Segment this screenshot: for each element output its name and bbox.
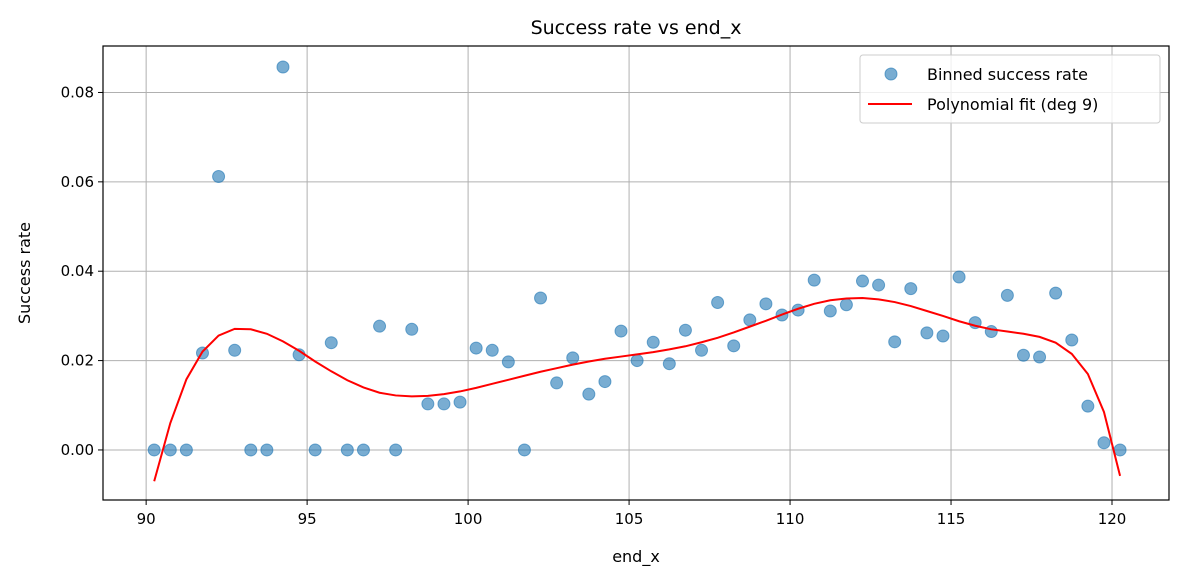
- scatter-point: [389, 443, 403, 457]
- x-tick-label: 90: [137, 510, 156, 528]
- x-tick-label: 115: [937, 510, 966, 528]
- legend-marker-binned: [884, 67, 898, 81]
- x-tick-label: 95: [298, 510, 317, 528]
- scatter-point: [695, 343, 709, 357]
- axes-frame: [102, 45, 1170, 501]
- scatter-point: [598, 375, 612, 389]
- x-tick-label: 110: [776, 510, 805, 528]
- scatter-point: [147, 443, 161, 457]
- scatter-point: [517, 443, 531, 457]
- scatter-point: [1033, 350, 1047, 364]
- x-axis: 90 95 100 105 110 115 120: [137, 500, 1127, 528]
- scatter-point: [244, 443, 258, 457]
- scatter-point: [614, 324, 628, 338]
- scatter-point: [920, 326, 934, 340]
- scatter-point: [711, 295, 725, 309]
- scatter-point: [1000, 288, 1014, 302]
- y-tick-label: 0.02: [61, 352, 94, 370]
- scatter-point: [501, 355, 515, 369]
- plot-area: [147, 60, 1127, 482]
- scatter-point: [566, 351, 580, 365]
- scatter-point: [340, 443, 354, 457]
- scatter-point: [469, 341, 483, 355]
- scatter-point: [646, 335, 660, 349]
- legend-label-fit: Polynomial fit (deg 9): [927, 95, 1098, 114]
- scatter-point: [534, 291, 548, 305]
- legend-label-binned: Binned success rate: [927, 65, 1088, 84]
- fit-line: [153, 297, 1122, 482]
- scatter-point: [662, 357, 676, 371]
- x-axis-label: end_x: [612, 547, 660, 567]
- y-tick-label: 0.04: [61, 262, 94, 280]
- scatter-point: [437, 397, 451, 411]
- y-axis-label: Success rate: [15, 222, 34, 324]
- scatter-point: [1113, 443, 1127, 457]
- scatter-point: [1016, 348, 1030, 362]
- scatter-point: [952, 270, 966, 284]
- scatter-point: [260, 443, 274, 457]
- scatter-point: [984, 325, 998, 339]
- scatter-point: [727, 339, 741, 353]
- y-tick-label: 0.00: [61, 441, 94, 459]
- scatter-point: [582, 387, 596, 401]
- x-tick-label: 120: [1098, 510, 1127, 528]
- y-tick-label: 0.06: [61, 173, 94, 191]
- scatter-point: [453, 395, 467, 409]
- scatter-point: [888, 335, 902, 349]
- scatter-point: [421, 397, 435, 411]
- scatter-point: [228, 343, 242, 357]
- scatter-point: [405, 322, 419, 336]
- scatter-point: [1049, 286, 1063, 300]
- scatter-point: [678, 323, 692, 337]
- scatter-point: [872, 278, 886, 292]
- y-tick-label: 0.08: [61, 83, 94, 101]
- scatter-point: [759, 297, 773, 311]
- scatter-point: [276, 60, 290, 74]
- y-axis: 0.00 0.02 0.04 0.06 0.08: [61, 83, 103, 459]
- scatter-point: [1081, 399, 1095, 413]
- scatter-point: [550, 376, 564, 390]
- scatter-point: [807, 273, 821, 287]
- scatter-point: [823, 304, 837, 318]
- scatter-point: [1065, 333, 1079, 347]
- scatter-point: [904, 282, 918, 296]
- scatter-point: [308, 443, 322, 457]
- scatter-point: [1097, 436, 1111, 450]
- scatter-point: [485, 343, 499, 357]
- scatter-point: [936, 329, 950, 343]
- scatter-point: [855, 274, 869, 288]
- legend-box: [859, 54, 1161, 124]
- scatter-point: [630, 354, 644, 368]
- x-tick-label: 105: [615, 510, 644, 528]
- scatter-point: [212, 169, 226, 183]
- legend: Binned success rate Polynomial fit (deg …: [859, 54, 1161, 124]
- scatter-point: [373, 319, 387, 333]
- chart-title: Success rate vs end_x: [531, 17, 742, 39]
- x-tick-label: 100: [454, 510, 483, 528]
- scatter-point: [179, 443, 193, 457]
- scatter-point: [839, 298, 853, 312]
- scatter-point: [163, 443, 177, 457]
- scatter-point: [356, 443, 370, 457]
- scatter-point: [324, 336, 338, 350]
